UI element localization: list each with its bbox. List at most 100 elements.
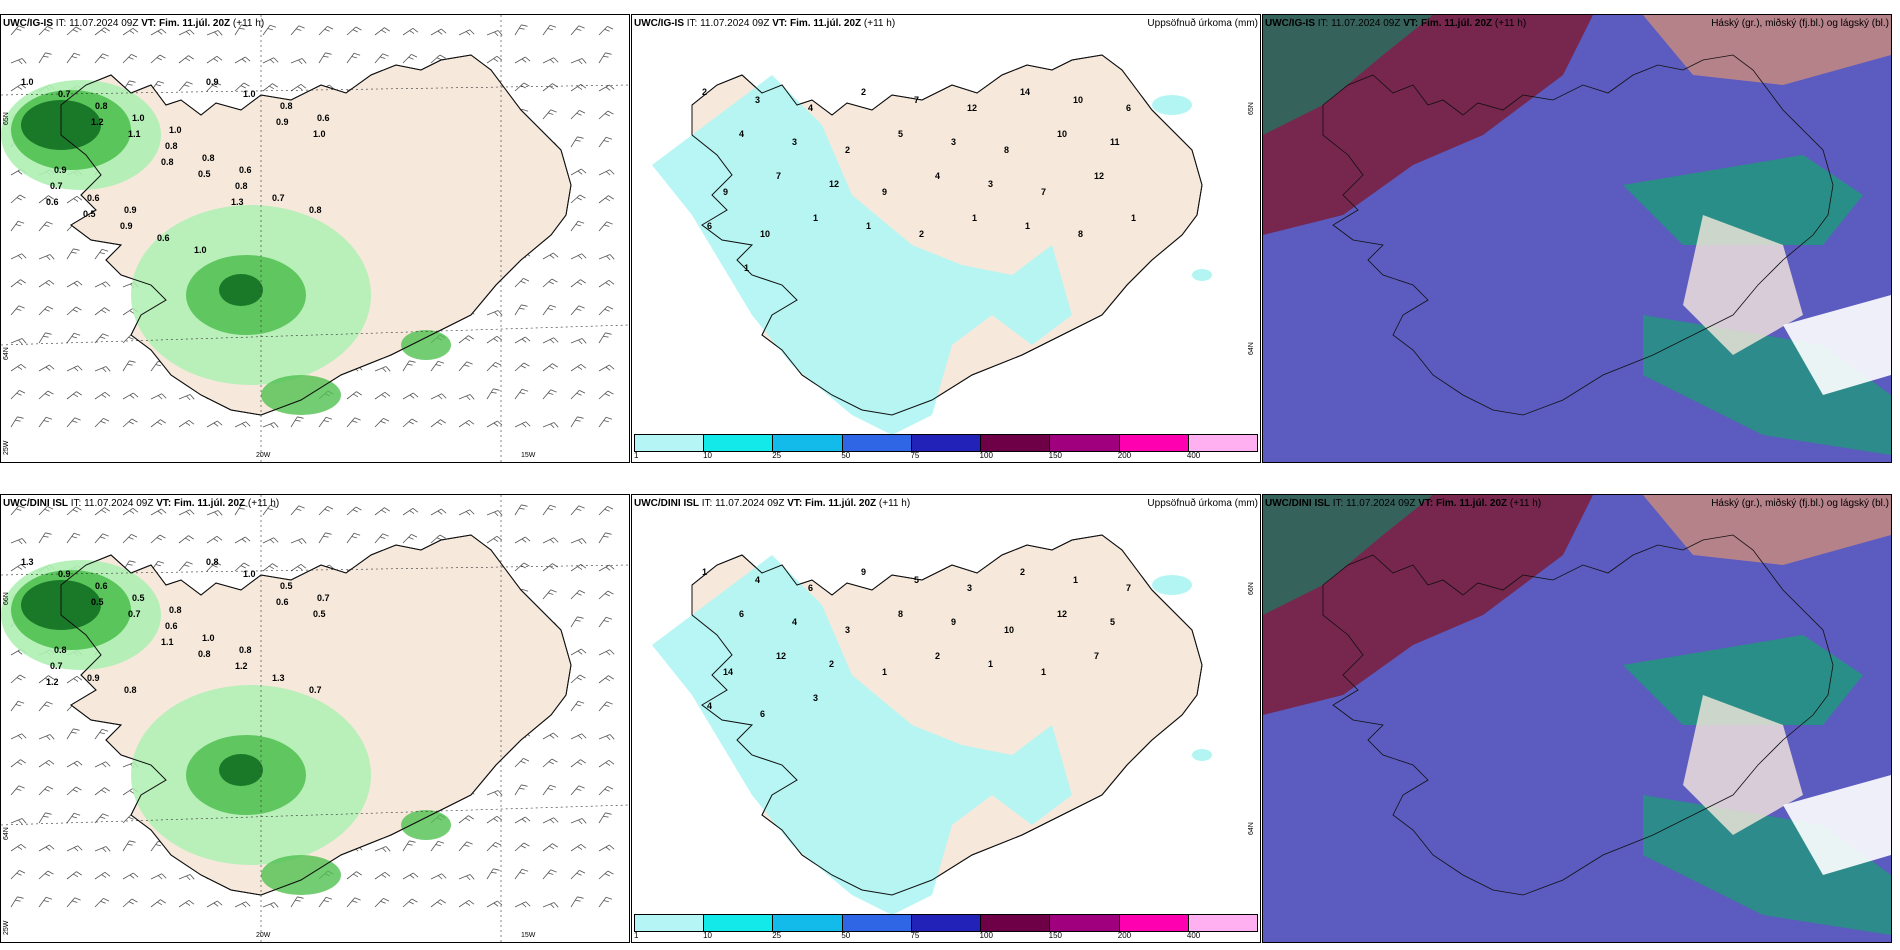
valid-time: VT: Fim. 11.júl. 20Z <box>1418 498 1508 509</box>
value-label: 7 <box>1094 651 1099 661</box>
value-label: 6 <box>808 583 813 593</box>
panel-header: UWC/IG-IS IT: 11.07.2024 09Z VT: Fim. 11… <box>634 18 895 29</box>
colorbar-swatch <box>704 915 774 931</box>
colorbar-swatch <box>842 435 912 451</box>
value-label: 0.9 <box>120 221 133 231</box>
value-label: 0.8 <box>161 157 174 167</box>
value-label: 10 <box>1057 129 1067 139</box>
value-label: 5 <box>914 575 919 585</box>
value-label: 0.9 <box>54 165 67 175</box>
lead-time: (+11 h) <box>878 498 911 509</box>
value-label: 0.8 <box>95 101 108 111</box>
colorbar-swatch <box>981 435 1051 451</box>
map-panel-bottom-right: UWC/DINI ISL IT: 11.07.2024 09Z VT: Fim.… <box>1262 494 1892 943</box>
value-label: 4 <box>808 103 813 113</box>
value-label: 1 <box>972 213 977 223</box>
value-label: 9 <box>723 187 728 197</box>
colorbar-tick-label: 50 <box>841 931 851 940</box>
value-label: 0.5 <box>132 593 145 603</box>
value-label: 12 <box>1094 171 1104 181</box>
latitude-label: 64N <box>1248 822 1255 835</box>
value-label: 6 <box>739 609 744 619</box>
panel-header: UWC/DINI ISL IT: 11.07.2024 09Z VT: Fim.… <box>634 498 910 509</box>
colorbar-swatch <box>1188 915 1257 931</box>
value-label: 5 <box>1110 617 1115 627</box>
value-label: 0.8 <box>202 153 215 163</box>
value-label: 1.0 <box>313 129 326 139</box>
value-label: 6 <box>1126 103 1131 113</box>
valid-time: VT: Fim. 11.júl. 20Z <box>787 498 877 509</box>
value-label: 1.2 <box>235 661 248 671</box>
colorbar-swatch <box>704 435 774 451</box>
colorbar-tick-label: 400 <box>1186 451 1201 460</box>
value-label: 0.8 <box>309 205 322 215</box>
colorbar-tick-label: 400 <box>1186 931 1201 940</box>
panel-variable-title: Uppsöfnuð úrkoma (mm) <box>1147 498 1258 509</box>
value-label: 1 <box>1131 213 1136 223</box>
value-label: 1 <box>1041 667 1046 677</box>
value-label: 3 <box>951 137 956 147</box>
value-label: 1 <box>1073 575 1078 585</box>
value-label: 0.8 <box>124 685 137 695</box>
value-label: 8 <box>1004 145 1009 155</box>
value-label: 0.8 <box>169 605 182 615</box>
colorbar-swatch <box>842 915 912 931</box>
latitude-label: 66N <box>3 592 10 605</box>
value-label: 1.0 <box>202 633 215 643</box>
colorbar-swatch <box>1119 435 1189 451</box>
colorbar-tick-label: 10 <box>703 451 713 460</box>
value-label: 0.8 <box>280 101 293 111</box>
model-name: UWC/IG-IS <box>634 18 684 29</box>
value-label: 1.0 <box>132 113 145 123</box>
value-label: 0.7 <box>128 609 141 619</box>
init-time: IT: 11.07.2024 09Z <box>70 498 154 509</box>
value-label: 11 <box>1110 137 1120 147</box>
value-label: 2 <box>935 651 940 661</box>
value-label: 0.8 <box>165 141 178 151</box>
colorbar-tick-label: 25 <box>772 451 782 460</box>
latitude-label: 65N <box>3 112 10 125</box>
colorbar-swatch <box>1119 915 1189 931</box>
panel-header: UWC/DINI ISL IT: 11.07.2024 09Z VT: Fim.… <box>1265 498 1541 509</box>
value-label: 0.8 <box>198 649 211 659</box>
colorbar-swatch <box>1050 435 1120 451</box>
model-name: UWC/IG-IS <box>1265 18 1315 29</box>
value-label: 0.7 <box>272 193 285 203</box>
model-name: UWC/DINI ISL <box>634 498 699 509</box>
map-canvas: 1.0 0.7 0.8 1.0 1.0 0.9 1.0 0.8 0.6 0.9 1.2 1.1 0.8 0… <box>1 15 629 462</box>
panel-variable-title: Háský (gr.), miðský (fj.bl.) og lágský (… <box>1711 18 1889 29</box>
latitude-label: 64N <box>1248 342 1255 355</box>
value-label: 10 <box>760 229 770 239</box>
value-label: 3 <box>845 625 850 635</box>
valid-time: VT: Fim. 11.júl. 20Z <box>156 498 246 509</box>
value-label: 0.5 <box>91 597 104 607</box>
value-label: 1.3 <box>21 557 34 567</box>
colorbar-tick-label: 50 <box>841 451 851 460</box>
colorbar-swatch <box>773 435 843 451</box>
colorbar-tick-label: 100 <box>979 931 993 940</box>
value-label: 2 <box>1020 567 1025 577</box>
value-label: 0.8 <box>239 645 252 655</box>
value-label: 0.9 <box>276 117 289 127</box>
colorbar-tick-label: 1 <box>634 931 639 940</box>
colorbar-ticks: 1 10 25 50 75 100 150 200 400 <box>634 451 1256 461</box>
value-label: 0.7 <box>309 685 322 695</box>
value-label: 0.8 <box>206 557 219 567</box>
colorbar-swatch <box>911 435 982 451</box>
map-panel-top-left: 1.0 0.7 0.8 1.0 1.0 0.9 1.0 0.8 0.6 0.9 1.2 1.1 0.8 0… <box>0 14 630 463</box>
colorbar-tick-label: 150 <box>1048 931 1063 940</box>
value-label: 0.6 <box>157 233 170 243</box>
value-label: 1 <box>702 567 707 577</box>
colorbar-swatch <box>911 915 982 931</box>
latitude-label: 65N <box>1248 102 1255 115</box>
value-label: 3 <box>988 179 993 189</box>
value-label: 3 <box>755 95 760 105</box>
colorbar-tick-label: 10 <box>703 931 713 940</box>
value-label: 3 <box>813 693 818 703</box>
value-label: 0.6 <box>165 621 178 631</box>
colorbar-tick-label: 200 <box>1117 451 1132 460</box>
value-label: 2 <box>845 145 850 155</box>
value-label: 0.7 <box>50 181 63 191</box>
latitude-label: 64N <box>3 347 10 360</box>
value-label: 0.9 <box>206 77 219 87</box>
